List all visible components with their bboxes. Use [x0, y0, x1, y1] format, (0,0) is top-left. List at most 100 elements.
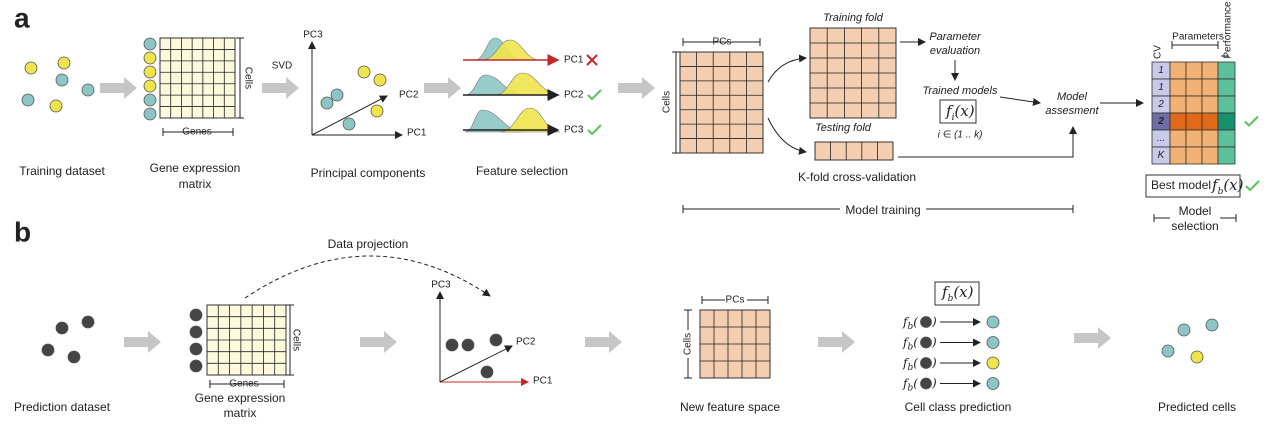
cell-dot [55, 321, 69, 335]
model-function: fb(x) [941, 283, 974, 304]
prediction-calls: fb()fb()fb()fb() [902, 315, 937, 394]
step-line: Model [1057, 91, 1088, 103]
selection-cell [1185, 146, 1203, 165]
axis-label: PCs [726, 295, 745, 306]
cell-dot [143, 65, 157, 79]
call-label: fb( [902, 335, 918, 352]
step-line: assesment [1045, 105, 1099, 117]
fold-label: Training fold [823, 12, 884, 24]
cell-dot [920, 316, 932, 328]
index-range: i ∈ (1 .. k) [938, 130, 983, 141]
label-mask [725, 292, 747, 308]
call-label: fb( [902, 376, 918, 393]
fn-rest: (x) [953, 283, 973, 301]
matrix-grid [679, 51, 764, 154]
fn-base: f [902, 315, 910, 329]
caption: Feature selection [476, 164, 568, 178]
flow-arrow [124, 331, 161, 353]
connector [439, 345, 513, 383]
label-mask [680, 330, 696, 358]
call-label: fb( [902, 315, 918, 332]
fold-label: Testing fold [815, 122, 872, 134]
call-label: ) [931, 376, 937, 390]
axis-label: Cells [242, 67, 253, 89]
step-label: Parameter evaluation [929, 31, 982, 57]
selection-cell [1217, 61, 1236, 80]
cell-dot [1190, 350, 1204, 364]
selection-cell [1201, 61, 1219, 80]
selection-cell [1217, 129, 1236, 148]
connector [767, 54, 807, 83]
fn-rest: (x) [954, 102, 974, 120]
call-label: ) [931, 315, 937, 329]
density-curve [494, 72, 561, 96]
cell-dot [41, 343, 55, 357]
cell-dot [1161, 344, 1175, 358]
fn-sub: b [907, 363, 913, 373]
cell-dot [480, 365, 494, 379]
cell-dot [81, 83, 95, 97]
step-label: Trained models [923, 85, 998, 97]
fn-base: f [941, 283, 950, 301]
flow-arrow [100, 77, 137, 99]
svd-label: SVD [272, 61, 293, 72]
caption-line: selection [1171, 219, 1218, 233]
cell-dot [489, 333, 503, 347]
cell-dot [320, 96, 334, 110]
cell-dot [24, 61, 38, 75]
caption: Prediction dataset [14, 400, 111, 414]
step-line: Parameter [929, 31, 982, 43]
step-line: evaluation [930, 45, 980, 57]
selection-cell [1185, 78, 1203, 97]
selection-cell [1169, 61, 1187, 80]
cell-dot [986, 315, 1000, 329]
fn-sub: b [907, 383, 913, 393]
cell-dot [986, 336, 1000, 349]
fn-sub: i [952, 113, 955, 123]
label-mask [840, 201, 926, 217]
fn-open: ( [913, 356, 918, 370]
axis-label: PC1 [533, 376, 553, 387]
model-function: fb(x) [1211, 176, 1244, 197]
pc-label: PC2 [564, 90, 584, 101]
matrix-grid [814, 141, 894, 161]
selection-cell [1169, 146, 1187, 165]
matrix-grid [159, 37, 236, 119]
projection-arc [244, 255, 491, 299]
caption-line: Gene expression [150, 161, 241, 175]
selection-cell [1185, 95, 1203, 114]
cell-dot [1177, 323, 1191, 337]
cv-row-label: ... [1157, 133, 1165, 144]
selection-cell [1201, 112, 1219, 131]
cell-dot [189, 359, 203, 373]
selection-cell [1169, 129, 1187, 148]
fn-rest: (x) [1223, 176, 1243, 194]
axis-label: Cells [662, 91, 673, 113]
cross-mark [586, 54, 598, 66]
flow-arrow [360, 331, 397, 353]
caption: Model training [845, 203, 920, 217]
call-label: fb( [902, 356, 918, 373]
cv-row-label: 2 [1157, 116, 1164, 127]
cell-dot [143, 107, 157, 121]
selection-cell [1169, 112, 1187, 131]
density-curve [481, 39, 541, 61]
caption: Model selection [1171, 204, 1218, 233]
caption-line: matrix [224, 406, 257, 420]
caption: New feature space [680, 400, 780, 414]
panel-label: a [14, 2, 30, 33]
cell-dot [67, 350, 81, 364]
selection-cell [1169, 95, 1187, 114]
cell-dot [57, 56, 71, 70]
cell-dot [1205, 318, 1219, 332]
cell-dot [342, 117, 356, 131]
fn-base: f [902, 376, 910, 390]
flow-arrow [1074, 327, 1111, 349]
density-curve [499, 107, 561, 133]
cell-dot [986, 356, 1000, 370]
best-model-box [1145, 174, 1241, 198]
fn-open: ( [913, 376, 918, 390]
caption: Gene expression matrix [195, 391, 286, 420]
caption: Predicted cells [1158, 400, 1236, 414]
